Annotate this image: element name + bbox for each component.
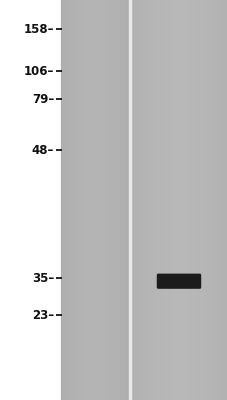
Text: 35–: 35– bbox=[32, 272, 54, 284]
Text: 158–: 158– bbox=[24, 23, 54, 36]
Bar bbox=[61, 0, 128, 400]
Text: 23–: 23– bbox=[32, 309, 54, 322]
Bar bbox=[0, 0, 60, 400]
Bar bbox=[131, 0, 227, 400]
Text: 48–: 48– bbox=[32, 144, 54, 156]
Text: 106–: 106– bbox=[24, 65, 54, 78]
Text: 79–: 79– bbox=[32, 93, 54, 106]
FancyBboxPatch shape bbox=[156, 274, 200, 289]
